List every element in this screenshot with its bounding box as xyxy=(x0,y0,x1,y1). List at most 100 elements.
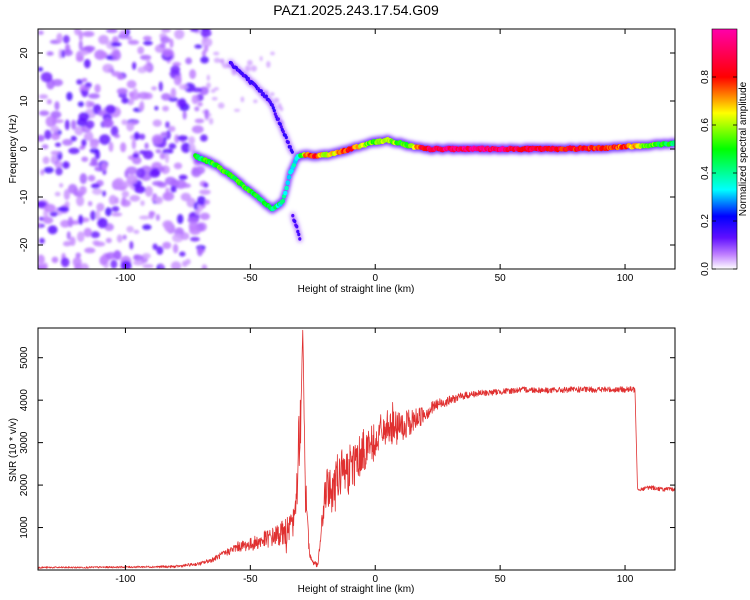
snr-y-ticks: 1000 2000 3000 4000 5000 xyxy=(19,346,675,539)
noise-blob xyxy=(179,84,189,90)
noise-blob xyxy=(165,190,170,199)
noise-blob xyxy=(152,119,162,127)
noise-blob xyxy=(54,191,61,197)
noise-blob xyxy=(213,51,220,56)
noise-blob xyxy=(40,72,53,83)
noise-blob xyxy=(76,195,85,207)
noise-blob xyxy=(83,45,96,52)
noise-blob xyxy=(240,96,245,103)
noise-blob xyxy=(56,32,63,44)
noise-blob xyxy=(206,74,211,81)
noise-blob xyxy=(181,142,191,154)
x-tick-label: 0 xyxy=(372,574,378,585)
noise-blob xyxy=(170,87,177,99)
noise-blob xyxy=(142,224,152,231)
noise-blob xyxy=(43,166,54,174)
noise-blob xyxy=(194,118,205,124)
noise-blob xyxy=(160,36,171,44)
noise-blob xyxy=(132,260,145,266)
noise-blob xyxy=(75,252,81,259)
noise-blob xyxy=(162,148,174,154)
x-tick-label: -100 xyxy=(115,273,135,284)
x-tick-label: 100 xyxy=(617,574,634,585)
noise-blob xyxy=(177,214,184,225)
noise-blob xyxy=(87,131,93,140)
noise-blob xyxy=(188,136,196,145)
noise-blob xyxy=(144,142,149,150)
noise-blob xyxy=(168,125,176,132)
y-tick-label: 3000 xyxy=(19,431,30,454)
x-tick-label: 0 xyxy=(372,273,378,284)
colorbar-tick-label: 0.6 xyxy=(700,118,711,132)
x-tick-label: -100 xyxy=(115,574,135,585)
colorbar-frame xyxy=(711,28,738,270)
noise-blob xyxy=(170,185,177,193)
noise-blob xyxy=(105,237,112,244)
noise-blob xyxy=(166,130,171,140)
noise-blob xyxy=(67,183,78,194)
noise-blob xyxy=(60,219,71,228)
noise-blob xyxy=(213,57,221,63)
colorbar-tick-label: 0.4 xyxy=(700,166,711,180)
noise-blob xyxy=(126,174,138,185)
noise-blob xyxy=(189,236,200,242)
noise-blob xyxy=(66,91,73,101)
noise-blob xyxy=(139,215,151,220)
noise-blob xyxy=(78,40,83,51)
noise-blob xyxy=(164,221,173,232)
noise-blob xyxy=(139,133,146,140)
y-tick-label: 10 xyxy=(19,95,30,107)
noise-blob xyxy=(99,134,111,145)
noise-blob xyxy=(187,216,200,224)
noise-blob xyxy=(172,243,179,254)
noise-blob xyxy=(113,177,125,189)
noise-blob xyxy=(218,59,225,63)
snr-x-ticks: -100 -50 0 50 100 xyxy=(115,328,634,585)
noise-blob xyxy=(95,210,101,221)
noise-blob xyxy=(44,203,56,213)
noise-blob xyxy=(40,169,45,176)
noise-blob xyxy=(131,139,137,150)
noise-blob xyxy=(78,30,83,41)
noise-blob xyxy=(233,108,241,112)
noise-blob xyxy=(111,212,123,217)
noise-blob xyxy=(211,96,218,101)
noise-blob xyxy=(101,162,108,171)
noise-blob xyxy=(127,39,140,45)
noise-blob xyxy=(38,222,41,227)
noise-blob xyxy=(159,152,166,160)
noise-blob xyxy=(110,125,119,137)
noise-blob xyxy=(138,91,150,100)
noise-blob xyxy=(200,134,208,142)
noise-blob xyxy=(246,59,253,66)
noise-blob xyxy=(54,142,62,147)
noise-blob xyxy=(90,231,101,239)
ridge-cell xyxy=(285,180,291,186)
noise-blob xyxy=(80,50,89,56)
noise-blob xyxy=(90,183,100,189)
noise-blob xyxy=(110,259,118,269)
branch-cell xyxy=(278,122,282,126)
noise-blob xyxy=(186,197,197,208)
noise-blob xyxy=(170,261,182,269)
noise-blob xyxy=(158,166,166,172)
spectrogram-y-ticks: -20 -10 0 10 20 xyxy=(19,47,675,252)
noise-blob xyxy=(97,217,108,229)
noise-blob xyxy=(62,241,72,247)
colorbar: 0.0 0.2 0.4 0.6 0.8 Normalized spectral ampl… xyxy=(700,28,749,276)
noise-blob xyxy=(82,31,95,38)
noise-blob xyxy=(39,110,50,116)
noise-blob xyxy=(38,200,47,208)
noise-blob xyxy=(121,97,129,104)
noise-blob xyxy=(108,141,114,153)
branch-cell xyxy=(276,117,280,121)
noise-blob xyxy=(46,99,52,105)
noise-blob xyxy=(89,140,99,149)
noise-blob xyxy=(143,64,151,71)
noise-blob xyxy=(204,199,210,205)
noise-blob xyxy=(107,29,118,33)
noise-blob xyxy=(38,94,48,100)
branch-cell xyxy=(284,135,288,140)
noise-blob xyxy=(96,202,105,212)
noise-blob xyxy=(98,51,108,59)
